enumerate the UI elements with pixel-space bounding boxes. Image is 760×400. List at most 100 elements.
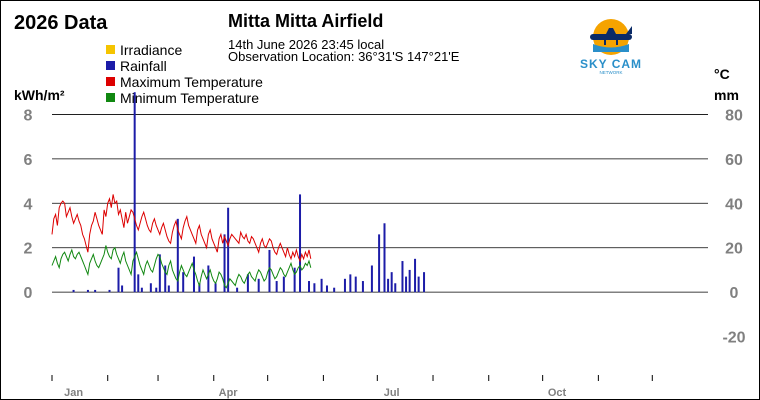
left-tick-label: 0 <box>24 285 33 302</box>
rainfall-bar <box>401 261 404 293</box>
rainfall-bar <box>383 223 386 293</box>
rainfall-bar <box>137 274 140 293</box>
month-ticks <box>51 375 653 381</box>
rainfall-bar <box>378 234 381 293</box>
rainfall-bar <box>207 265 210 293</box>
rainfall-bar <box>370 265 373 293</box>
rainfall-bar <box>299 194 302 293</box>
rainfall-bar <box>158 254 161 293</box>
legend-label: Irradiance <box>120 42 183 58</box>
rainfall-bar <box>361 281 364 293</box>
legend-label: Rainfall <box>120 58 167 74</box>
rainfall-bar <box>182 272 185 293</box>
right-tick-label: 0 <box>730 285 739 302</box>
rainfall-bar <box>333 287 336 293</box>
left-tick-labels: 0 2 4 6 8 <box>24 107 33 302</box>
horizon-icon <box>593 44 629 52</box>
rainfall-bar <box>117 267 120 293</box>
rainfall-bar <box>325 285 328 293</box>
legend-item-rainfall: Rainfall <box>106 58 263 74</box>
rainfall-bar <box>349 274 352 293</box>
rainfall-bar <box>94 289 97 293</box>
rainfall-bar <box>72 289 75 293</box>
left-tick-label: 6 <box>24 152 33 169</box>
legend-item-min-temp: Minimum Temperature <box>106 90 263 106</box>
rainfall-bar <box>387 278 390 293</box>
right-tick-label: 80 <box>725 107 743 124</box>
right-tick-label: 40 <box>725 196 743 213</box>
rainfall-bar <box>282 276 285 293</box>
rainfall-bar <box>390 272 393 293</box>
rainfall-bar <box>275 281 278 293</box>
rainfall-bar <box>405 276 408 293</box>
right-tick-label: -20 <box>722 330 745 347</box>
station-name: Mitta Mitta Airfield <box>228 11 384 31</box>
rainfall-bar <box>223 234 226 293</box>
rainfall-bar <box>236 287 239 293</box>
rainfall-bar <box>108 289 111 293</box>
x-tick-label: Oct <box>548 387 567 399</box>
rainfall-bar <box>155 287 158 293</box>
rainfall-bar <box>86 289 89 293</box>
legend: Irradiance Rainfall Maximum Temperature … <box>106 42 263 106</box>
logo-tagline: NETWORK <box>600 70 623 75</box>
rainfall-bar <box>121 285 124 293</box>
chart-title: 2026 Data <box>14 12 108 34</box>
rainfall-bar <box>167 285 170 293</box>
x-tick-label: Apr <box>219 387 239 399</box>
legend-label: Minimum Temperature <box>120 90 260 106</box>
airplane-icon <box>590 26 632 45</box>
legend-swatch <box>106 93 115 102</box>
right-axis-unit-temp: °C <box>714 66 730 82</box>
max-temp-line <box>51 194 312 263</box>
rainfall-bar <box>227 207 230 293</box>
rainfall-bar <box>343 278 346 293</box>
rainfall-bars <box>72 92 426 293</box>
logo-name: SKY CAM <box>580 57 642 71</box>
right-tick-label: 60 <box>725 152 743 169</box>
left-tick-label: 4 <box>24 196 33 213</box>
temperature-lines <box>51 194 312 289</box>
rainfall-bar <box>417 276 420 293</box>
rainfall-bar <box>308 281 311 293</box>
observation-datetime: 14th June 2026 23:45 local <box>228 37 385 52</box>
rainfall-bar <box>164 265 167 293</box>
rainfall-bar <box>394 283 397 293</box>
left-tick-label: 2 <box>24 241 33 258</box>
right-axis-unit-rain: mm <box>714 87 739 103</box>
right-tick-label: 20 <box>725 241 743 258</box>
right-tick-labels: -20 0 20 40 60 80 <box>722 107 745 346</box>
rainfall-bar <box>320 278 323 293</box>
rainfall-bar <box>354 276 357 293</box>
rainfall-bar <box>176 218 179 293</box>
legend-item-max-temp: Maximum Temperature <box>106 74 263 90</box>
rainfall-bar <box>408 269 411 293</box>
legend-swatch <box>106 45 115 54</box>
left-axis-unit: kWh/m² <box>14 87 65 103</box>
legend-swatch <box>106 77 115 86</box>
rainfall-bar <box>313 283 316 293</box>
rainfall-bar <box>246 274 249 293</box>
rainfall-bar <box>140 287 143 293</box>
observation-location: Observation Location: 36°31'S 147°21'E <box>228 49 460 64</box>
rainfall-bar <box>149 283 152 293</box>
legend-swatch <box>106 61 115 70</box>
rainfall-bar <box>198 283 201 293</box>
left-tick-label: 8 <box>24 107 33 124</box>
rainfall-bar <box>423 272 426 293</box>
sky-cam-logo: SKY CAM NETWORK <box>580 19 642 75</box>
x-tick-label: Jan <box>64 387 83 399</box>
rainfall-bar <box>192 256 195 293</box>
rainfall-bar <box>414 258 417 293</box>
rainfall-bar <box>257 278 260 293</box>
legend-label: Maximum Temperature <box>120 74 263 90</box>
rainfall-bar <box>268 249 271 293</box>
rainfall-bar <box>293 267 296 293</box>
rainfall-bar <box>214 283 217 293</box>
min-temp-line <box>51 245 312 289</box>
legend-item-irradiance: Irradiance <box>106 42 263 58</box>
x-tick-labels: Jan Apr Jul Oct <box>64 387 566 399</box>
rainfall-bar <box>133 92 136 293</box>
